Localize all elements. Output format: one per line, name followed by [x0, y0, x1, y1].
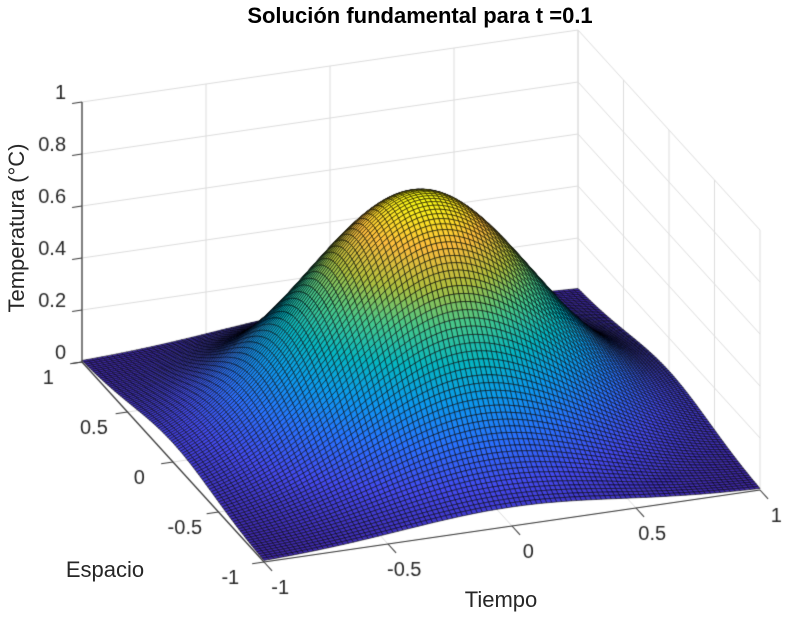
z-axis-label: Temperatura (°C)	[4, 143, 29, 313]
y-axis-label: Espacio	[65, 557, 145, 582]
x-axis-label: Tiempo	[464, 587, 538, 612]
plot-title: Solución fundamental para t =0.1	[247, 3, 593, 28]
